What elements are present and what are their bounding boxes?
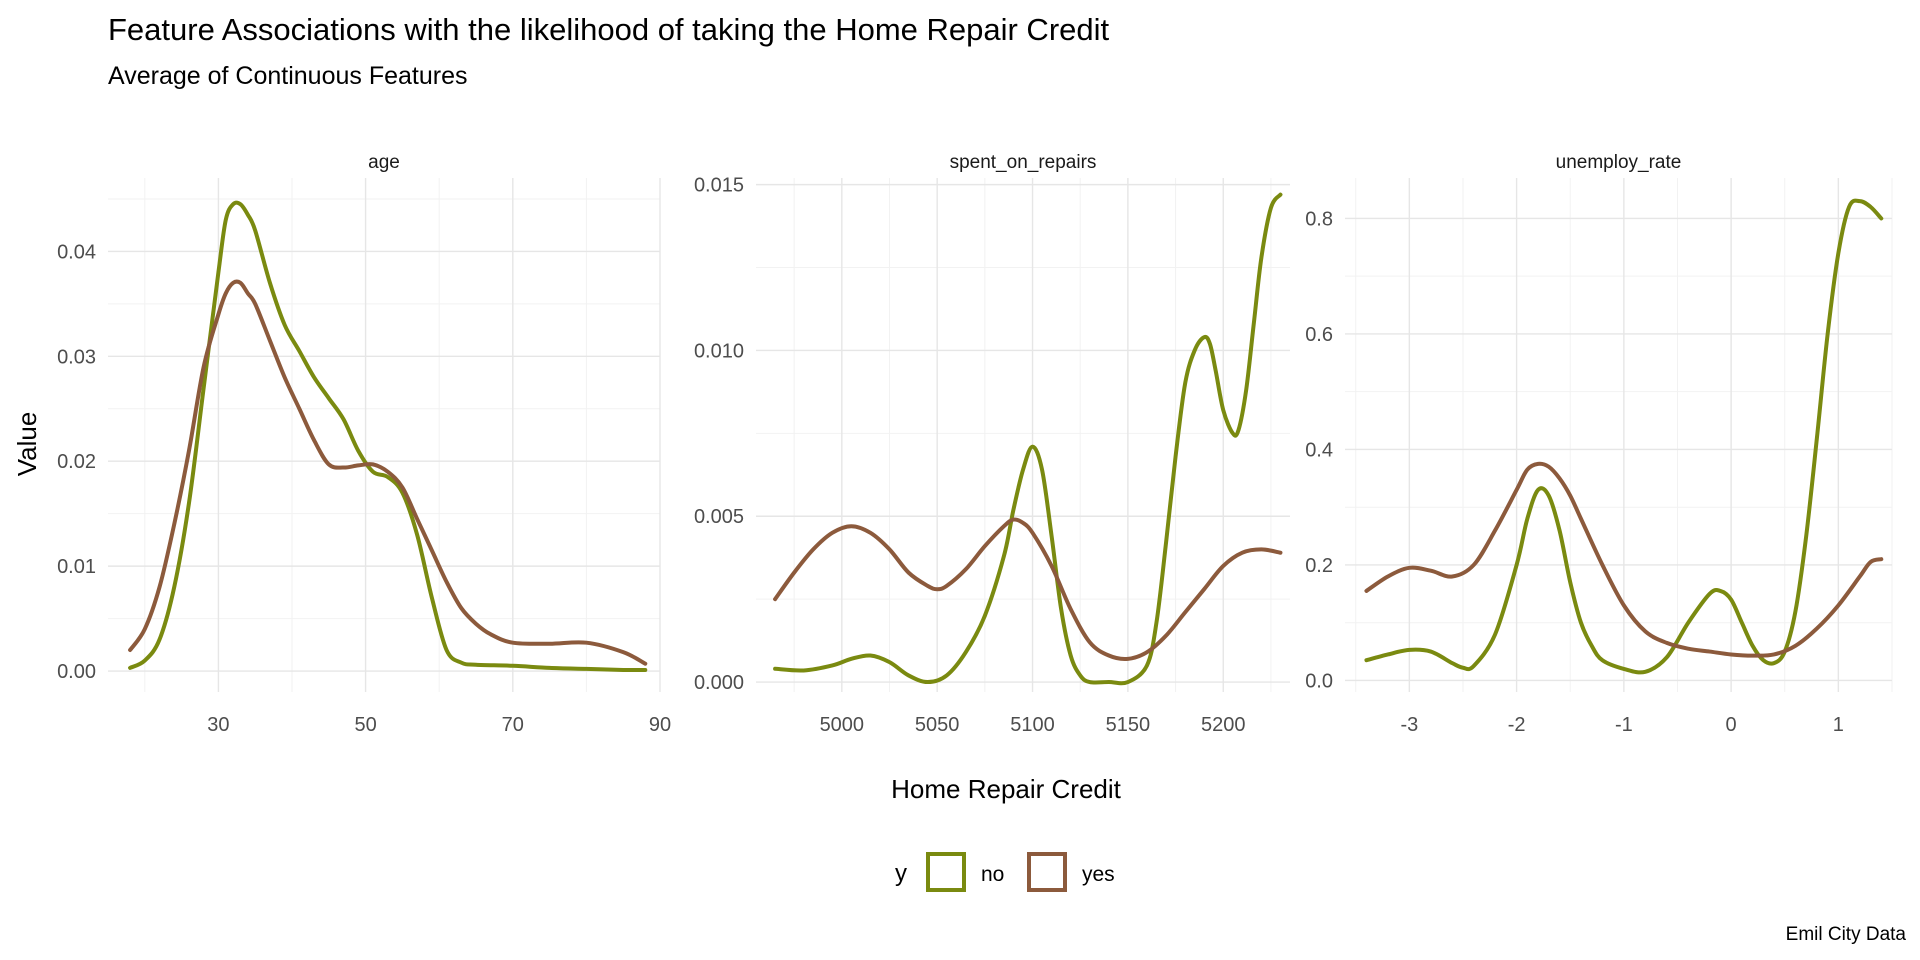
chart-caption: Emil City Data bbox=[1786, 924, 1907, 945]
legend-item-no: no bbox=[926, 852, 1004, 892]
facet-label: age bbox=[368, 152, 400, 173]
series-line-yes bbox=[128, 279, 648, 666]
y-tick-label: 0.0 bbox=[1305, 670, 1333, 692]
y-tick-label: 0.6 bbox=[1305, 324, 1333, 346]
x-tick-label: 90 bbox=[649, 714, 671, 736]
y-tick-label: 0.01 bbox=[57, 556, 96, 578]
y-tick-label: 0.02 bbox=[57, 451, 96, 473]
x-tick-label: -1 bbox=[1615, 714, 1633, 736]
y-tick-label: 0.010 bbox=[694, 340, 744, 362]
chart-subtitle: Average of Continuous Features bbox=[108, 62, 468, 90]
legend-key-no bbox=[926, 852, 966, 892]
y-tick-label: 0.03 bbox=[57, 346, 96, 368]
x-tick-label: 1 bbox=[1833, 714, 1844, 736]
y-tick-label: 0.015 bbox=[694, 175, 744, 197]
x-axis-title: Home Repair Credit bbox=[891, 774, 1122, 804]
chart-title: Feature Associations with the likelihood… bbox=[108, 12, 1110, 47]
series-line-no bbox=[128, 200, 648, 673]
y-axis-title: Value bbox=[12, 412, 42, 477]
x-tick-label: 5200 bbox=[1201, 714, 1246, 736]
y-tick-label: 0.00 bbox=[57, 661, 96, 683]
y-tick-label: 0.005 bbox=[694, 506, 744, 528]
facet-panel-unemploy_rate: unemploy_rate -3 -2 -1 0 1 0.0 0.2 0.4 0.6 0.8 bbox=[1305, 152, 1893, 736]
legend: y no yes bbox=[895, 852, 1115, 892]
x-tick-label: 0 bbox=[1726, 714, 1737, 736]
legend-label-no: no bbox=[981, 863, 1004, 886]
facet-panel-age: age 30 50 70 90 0.00 0.01 0.02 0.03 0.04 bbox=[57, 152, 671, 736]
y-tick-label: 0.04 bbox=[57, 241, 96, 263]
x-tick-label: 70 bbox=[502, 714, 524, 736]
facet-panel-spent_on_repairs: spent_on_repairs 5000 5050 5100 5150 5200 0.00… bbox=[694, 152, 1290, 736]
x-tick-label: -3 bbox=[1400, 714, 1418, 736]
x-tick-label: 5050 bbox=[915, 714, 960, 736]
x-tick-label: 50 bbox=[354, 714, 376, 736]
series-line-yes bbox=[773, 517, 1283, 661]
legend-title: y bbox=[895, 860, 907, 887]
y-tick-label: 0.4 bbox=[1305, 439, 1333, 461]
series-line-no bbox=[1364, 198, 1884, 675]
legend-item-yes: yes bbox=[1027, 852, 1115, 892]
y-tick-label: 0.8 bbox=[1305, 208, 1333, 230]
x-tick-label: 5100 bbox=[1010, 714, 1055, 736]
legend-key-yes bbox=[1027, 852, 1067, 892]
x-tick-label: 5150 bbox=[1106, 714, 1151, 736]
y-tick-label: 0.000 bbox=[694, 672, 744, 694]
series-line-yes bbox=[1364, 461, 1884, 658]
x-tick-label: 30 bbox=[207, 714, 229, 736]
series-line-no bbox=[773, 192, 1283, 686]
x-tick-label: 5000 bbox=[820, 714, 865, 736]
x-tick-label: -2 bbox=[1508, 714, 1526, 736]
facet-label: unemploy_rate bbox=[1556, 152, 1682, 173]
facet-label: spent_on_repairs bbox=[950, 152, 1097, 173]
y-tick-label: 0.2 bbox=[1305, 555, 1333, 577]
legend-label-yes: yes bbox=[1082, 863, 1115, 886]
